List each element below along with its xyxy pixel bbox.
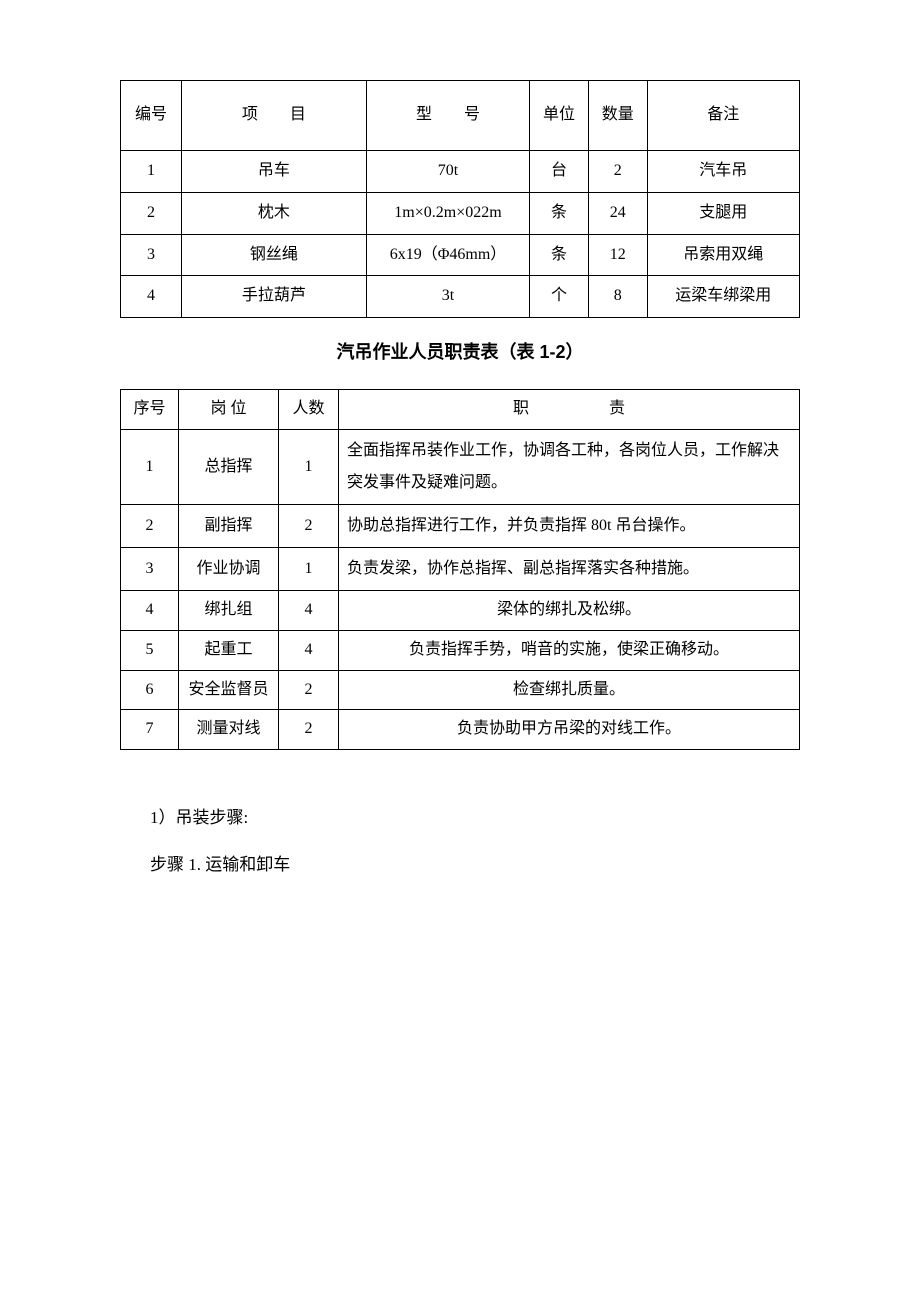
cell-duty: 负责协助甲方吊梁的对线工作。 xyxy=(339,710,800,750)
cell-count: 2 xyxy=(279,710,339,750)
cell-unit: 台 xyxy=(530,151,589,193)
cell-duty: 负责指挥手势，哨音的实施，使梁正确移动。 xyxy=(339,630,800,670)
cell-item: 吊车 xyxy=(181,151,366,193)
cell-model: 3t xyxy=(366,276,529,318)
cell-role: 绑扎组 xyxy=(179,590,279,630)
cell-seq: 7 xyxy=(121,710,179,750)
table-row: 1 吊车 70t 台 2 汽车吊 xyxy=(121,151,800,193)
cell-unit: 个 xyxy=(530,276,589,318)
header-count: 人数 xyxy=(279,390,339,430)
table-row: 4 手拉葫芦 3t 个 8 运梁车绑梁用 xyxy=(121,276,800,318)
table-row: 5 起重工 4 负责指挥手势，哨音的实施，使梁正确移动。 xyxy=(121,630,800,670)
header-model: 型 号 xyxy=(366,81,529,151)
cell-seq: 1 xyxy=(121,429,179,504)
cell-count: 1 xyxy=(279,429,339,504)
cell-remark: 支腿用 xyxy=(647,192,799,234)
table-row: 2 副指挥 2 协助总指挥进行工作，并负责指挥 80t 吊台操作。 xyxy=(121,504,800,547)
cell-role: 总指挥 xyxy=(179,429,279,504)
table-header-row: 序号 岗 位 人数 职 责 xyxy=(121,390,800,430)
cell-id: 2 xyxy=(121,192,182,234)
cell-duty: 协助总指挥进行工作，并负责指挥 80t 吊台操作。 xyxy=(339,504,800,547)
cell-role: 副指挥 xyxy=(179,504,279,547)
cell-model: 1m×0.2m×022m xyxy=(366,192,529,234)
header-id: 编号 xyxy=(121,81,182,151)
header-remark: 备注 xyxy=(647,81,799,151)
cell-seq: 4 xyxy=(121,590,179,630)
cell-item: 手拉葫芦 xyxy=(181,276,366,318)
cell-role: 作业协调 xyxy=(179,547,279,590)
cell-role: 起重工 xyxy=(179,630,279,670)
header-role: 岗 位 xyxy=(179,390,279,430)
cell-item: 钢丝绳 xyxy=(181,234,366,276)
cell-duty: 全面指挥吊装作业工作，协调各工种，各岗位人员，工作解决突发事件及疑难问题。 xyxy=(339,429,800,504)
cell-item: 枕木 xyxy=(181,192,366,234)
equipment-table: 编号 项 目 型 号 单位 数量 备注 1 吊车 70t 台 2 汽车吊 2 枕… xyxy=(120,80,800,318)
cell-unit: 条 xyxy=(530,192,589,234)
cell-role: 安全监督员 xyxy=(179,670,279,710)
cell-duty: 梁体的绑扎及松绑。 xyxy=(339,590,800,630)
cell-count: 2 xyxy=(279,670,339,710)
table-header-row: 编号 项 目 型 号 单位 数量 备注 xyxy=(121,81,800,151)
table-row: 1 总指挥 1 全面指挥吊装作业工作，协调各工种，各岗位人员，工作解决突发事件及… xyxy=(121,429,800,504)
table-row: 7 测量对线 2 负责协助甲方吊梁的对线工作。 xyxy=(121,710,800,750)
cell-id: 4 xyxy=(121,276,182,318)
cell-remark: 运梁车绑梁用 xyxy=(647,276,799,318)
cell-id: 3 xyxy=(121,234,182,276)
header-unit: 单位 xyxy=(530,81,589,151)
personnel-table: 序号 岗 位 人数 职 责 1 总指挥 1 全面指挥吊装作业工作，协调各工种，各… xyxy=(120,389,800,750)
cell-model: 70t xyxy=(366,151,529,193)
table-row: 3 作业协调 1 负责发梁，协作总指挥、副总指挥落实各种措施。 xyxy=(121,547,800,590)
step-1: 步骤 1. 运输和卸车 xyxy=(150,845,800,886)
table-row: 6 安全监督员 2 检查绑扎质量。 xyxy=(121,670,800,710)
cell-remark: 吊索用双绳 xyxy=(647,234,799,276)
header-item: 项 目 xyxy=(181,81,366,151)
cell-role: 测量对线 xyxy=(179,710,279,750)
cell-seq: 5 xyxy=(121,630,179,670)
section-title: 汽吊作业人员职责表（表 1-2） xyxy=(120,338,800,364)
cell-duty: 负责发梁，协作总指挥、副总指挥落实各种措施。 xyxy=(339,547,800,590)
cell-remark: 汽车吊 xyxy=(647,151,799,193)
cell-id: 1 xyxy=(121,151,182,193)
cell-count: 4 xyxy=(279,590,339,630)
cell-duty: 检查绑扎质量。 xyxy=(339,670,800,710)
header-qty: 数量 xyxy=(588,81,647,151)
cell-count: 1 xyxy=(279,547,339,590)
cell-count: 2 xyxy=(279,504,339,547)
header-seq: 序号 xyxy=(121,390,179,430)
header-duty: 职 责 xyxy=(339,390,800,430)
cell-seq: 2 xyxy=(121,504,179,547)
cell-count: 4 xyxy=(279,630,339,670)
body-text: 1）吊装步骤: 步骤 1. 运输和卸车 xyxy=(120,798,800,886)
table-row: 3 钢丝绳 6x19（Φ46mm） 条 12 吊索用双绳 xyxy=(121,234,800,276)
cell-seq: 3 xyxy=(121,547,179,590)
cell-qty: 24 xyxy=(588,192,647,234)
cell-qty: 2 xyxy=(588,151,647,193)
table-row: 2 枕木 1m×0.2m×022m 条 24 支腿用 xyxy=(121,192,800,234)
table-row: 4 绑扎组 4 梁体的绑扎及松绑。 xyxy=(121,590,800,630)
steps-heading: 1）吊装步骤: xyxy=(150,798,800,839)
cell-qty: 12 xyxy=(588,234,647,276)
cell-model: 6x19（Φ46mm） xyxy=(366,234,529,276)
cell-qty: 8 xyxy=(588,276,647,318)
cell-unit: 条 xyxy=(530,234,589,276)
cell-seq: 6 xyxy=(121,670,179,710)
